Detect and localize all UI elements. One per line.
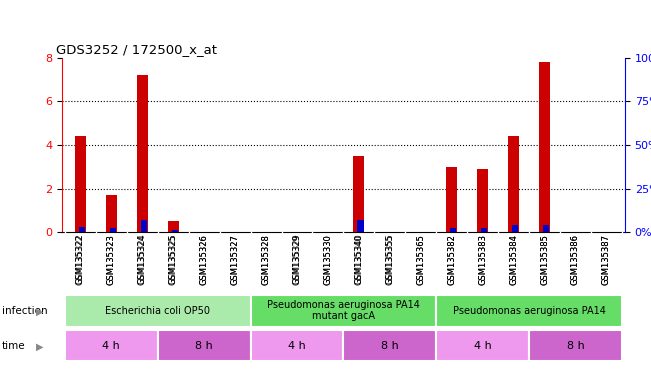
Bar [481, 228, 488, 232]
FancyBboxPatch shape [251, 330, 343, 361]
Bar [543, 225, 549, 232]
Bar [168, 222, 178, 232]
FancyBboxPatch shape [251, 295, 436, 326]
Text: GSM135386: GSM135386 [571, 234, 580, 285]
Bar [447, 167, 457, 232]
Text: time: time [2, 341, 25, 351]
Text: GSM135383: GSM135383 [478, 234, 487, 285]
Text: GSM135328: GSM135328 [262, 234, 271, 285]
Text: ▶: ▶ [36, 307, 44, 317]
Bar [508, 136, 519, 232]
Bar [137, 75, 148, 232]
Text: 8 h: 8 h [566, 341, 585, 351]
Text: GSM135327: GSM135327 [230, 234, 240, 285]
Text: GSM135329: GSM135329 [292, 234, 301, 285]
Text: GSM135326: GSM135326 [200, 234, 209, 285]
Text: 4 h: 4 h [288, 341, 306, 351]
Text: Pseudomonas aeruginosa PA14
mutant gacA: Pseudomonas aeruginosa PA14 mutant gacA [267, 300, 420, 321]
Text: 8 h: 8 h [195, 341, 213, 351]
Bar [75, 136, 86, 232]
Bar [450, 228, 456, 232]
FancyBboxPatch shape [436, 330, 529, 361]
Bar [110, 228, 116, 232]
Text: GSM135330: GSM135330 [324, 234, 333, 285]
Text: GSM135325: GSM135325 [169, 234, 178, 285]
Bar [141, 220, 147, 232]
Bar [353, 156, 365, 232]
Bar [106, 195, 117, 232]
Text: GSM135387: GSM135387 [602, 234, 611, 285]
Text: GSM135355: GSM135355 [385, 234, 395, 285]
Bar [357, 220, 363, 232]
Text: GSM135365: GSM135365 [416, 234, 425, 285]
FancyBboxPatch shape [343, 330, 436, 361]
Text: 8 h: 8 h [381, 341, 398, 351]
FancyBboxPatch shape [436, 295, 622, 326]
FancyBboxPatch shape [65, 295, 251, 326]
Text: GSM135340: GSM135340 [354, 234, 363, 285]
Bar [79, 227, 85, 232]
Text: GSM135322: GSM135322 [76, 234, 85, 285]
Bar [512, 225, 518, 232]
Text: Escherichia coli OP50: Escherichia coli OP50 [105, 306, 210, 316]
Bar [172, 230, 178, 232]
Text: GSM135384: GSM135384 [509, 234, 518, 285]
Bar [477, 169, 488, 232]
Bar [539, 62, 550, 232]
Text: GSM135382: GSM135382 [447, 234, 456, 285]
Text: infection: infection [2, 306, 48, 316]
Text: Pseudomonas aeruginosa PA14: Pseudomonas aeruginosa PA14 [452, 306, 605, 316]
Text: GSM135323: GSM135323 [107, 234, 116, 285]
Text: GDS3252 / 172500_x_at: GDS3252 / 172500_x_at [56, 43, 217, 56]
Text: GSM135385: GSM135385 [540, 234, 549, 285]
FancyBboxPatch shape [529, 330, 622, 361]
FancyBboxPatch shape [65, 330, 158, 361]
FancyBboxPatch shape [158, 330, 251, 361]
Text: GSM135324: GSM135324 [138, 234, 146, 285]
Text: 4 h: 4 h [102, 341, 120, 351]
Text: ▶: ▶ [36, 342, 44, 352]
Text: 4 h: 4 h [474, 341, 492, 351]
